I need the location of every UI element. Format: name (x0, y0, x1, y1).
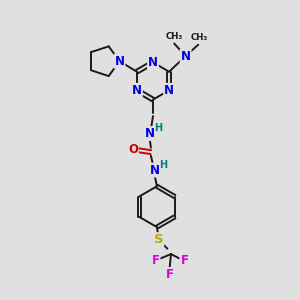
Text: O: O (128, 143, 138, 156)
Text: F: F (166, 268, 173, 281)
Text: H: H (159, 160, 168, 170)
Text: N: N (144, 127, 154, 140)
Text: N: N (148, 56, 158, 69)
Text: N: N (115, 55, 124, 68)
Text: F: F (181, 254, 188, 267)
Text: N: N (181, 50, 190, 63)
Text: F: F (152, 254, 159, 267)
Text: H: H (154, 123, 163, 133)
Text: CH₃: CH₃ (191, 33, 208, 42)
Text: N: N (132, 84, 142, 97)
Text: CH₃: CH₃ (166, 32, 183, 40)
Text: N: N (164, 84, 174, 97)
Text: S: S (154, 233, 163, 246)
Text: N: N (149, 164, 160, 177)
